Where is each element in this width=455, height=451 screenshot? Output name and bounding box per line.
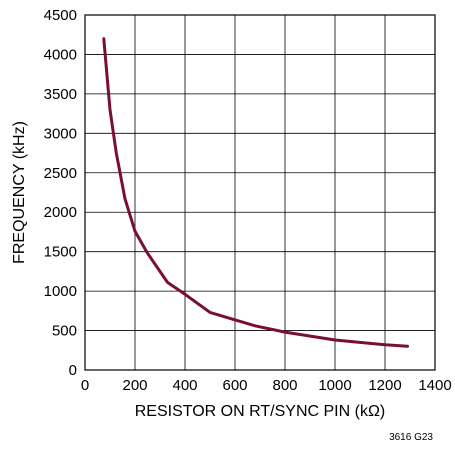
x-tick-label-7: 1400 <box>418 377 451 394</box>
y-tick-label-0: 0 <box>69 362 77 379</box>
x-tick-label-4: 800 <box>272 377 297 394</box>
y-tick-label-5: 2500 <box>44 165 77 182</box>
x-axis-title: RESISTOR ON RT/SYNC PIN (kΩ) <box>135 403 386 420</box>
y-tick-label-9: 4500 <box>44 7 77 24</box>
y-tick-label-6: 3000 <box>44 125 77 142</box>
y-tick-label-7: 3500 <box>44 86 77 103</box>
x-tick-labels: 0 200 400 600 800 1000 1200 1400 <box>81 377 452 394</box>
y-tick-label-3: 1500 <box>44 244 77 261</box>
x-tick-label-2: 400 <box>172 377 197 394</box>
y-tick-label-4: 2000 <box>44 204 77 221</box>
y-tick-label-1: 500 <box>52 323 77 340</box>
series-line-0 <box>102 37 409 348</box>
series-group <box>102 37 409 348</box>
grid-lines <box>85 15 435 370</box>
y-tick-label-2: 1000 <box>44 283 77 300</box>
x-tick-label-3: 600 <box>222 377 247 394</box>
x-tick-label-5: 1000 <box>318 377 351 394</box>
y-tick-labels: 0 500 1000 1500 2000 2500 3000 3500 4000 4500 <box>44 7 77 379</box>
y-axis-title: FREQUENCY (kHz) <box>11 121 28 264</box>
plot-frame <box>84 14 436 371</box>
x-tick-label-0: 0 <box>81 377 89 394</box>
x-tick-label-1: 200 <box>122 377 147 394</box>
figure-id: 3616 G23 <box>389 432 433 443</box>
y-tick-label-8: 4000 <box>44 46 77 63</box>
x-tick-label-6: 1200 <box>368 377 401 394</box>
